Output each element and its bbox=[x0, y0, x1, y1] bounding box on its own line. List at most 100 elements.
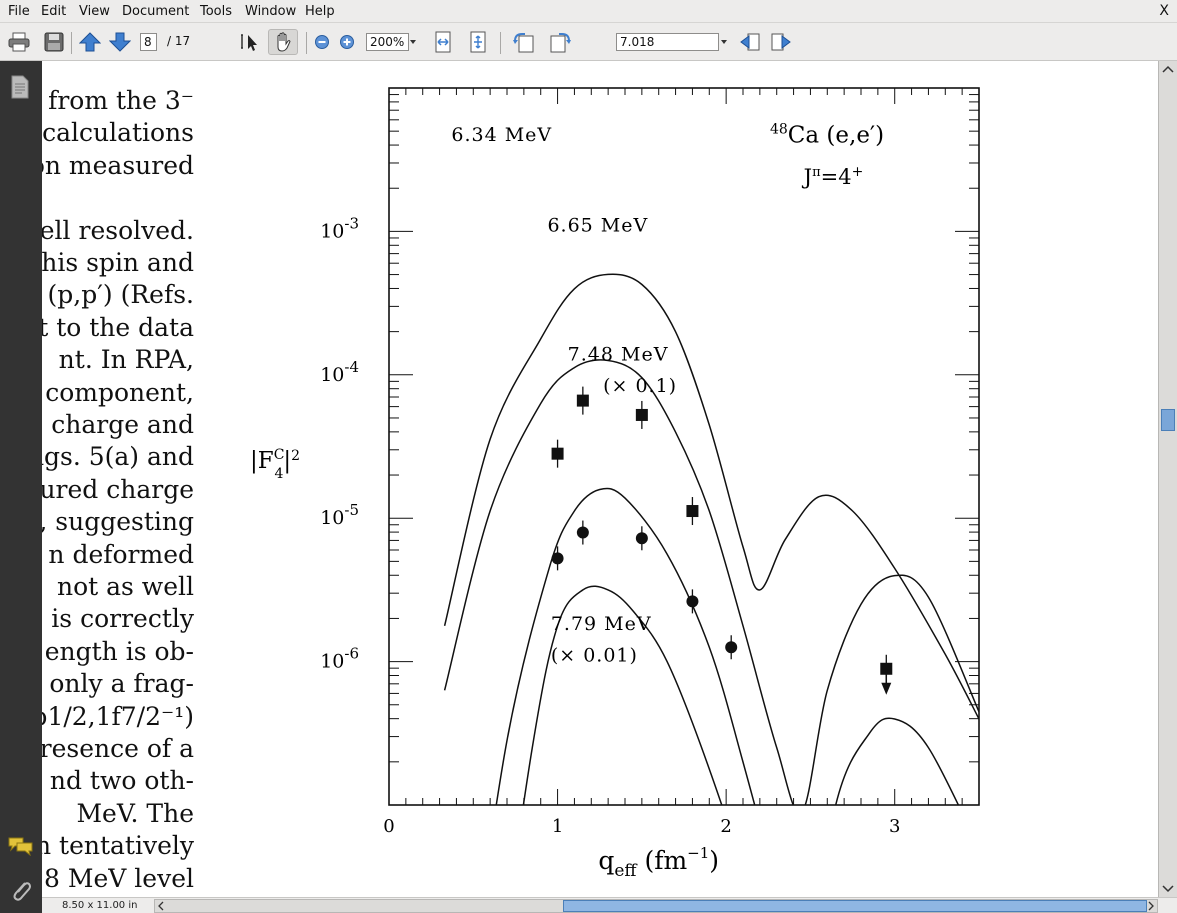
find-next-button[interactable] bbox=[768, 29, 794, 55]
upper-limit-arrowhead bbox=[881, 682, 892, 695]
save-button[interactable] bbox=[41, 29, 67, 55]
menu-view[interactable]: View bbox=[79, 4, 110, 19]
select-text-tool-button[interactable] bbox=[236, 29, 262, 55]
curve-series-2 bbox=[443, 359, 979, 805]
print-button[interactable] bbox=[6, 29, 32, 55]
document-page-view[interactable]: from the 3⁻ calculations on measured ell re… bbox=[42, 61, 1158, 897]
close-document-button[interactable]: X bbox=[1159, 3, 1169, 19]
data-point-circle bbox=[686, 595, 699, 608]
page-text-line: his spin and bbox=[42, 248, 194, 277]
fit-page-button[interactable] bbox=[465, 29, 491, 55]
figure-subtitle: Jπ=4+ bbox=[802, 164, 864, 189]
curve-label: 7.48 MeV bbox=[568, 343, 669, 365]
x-tick-label: 2 bbox=[720, 816, 731, 837]
floppy-disk-icon bbox=[44, 32, 64, 52]
rotate-left-icon bbox=[513, 33, 534, 53]
menu-file[interactable]: File bbox=[8, 4, 30, 19]
scroll-up-arrow-icon[interactable] bbox=[1159, 63, 1177, 75]
y-tick-label: 10-5 bbox=[320, 501, 359, 529]
page-text-line: is correctly bbox=[51, 604, 194, 634]
toolbar-separator bbox=[71, 32, 72, 54]
curve-series-3 bbox=[495, 487, 960, 805]
curve-series-4 bbox=[522, 585, 723, 805]
scroll-left-arrow-icon[interactable] bbox=[156, 900, 166, 912]
find-next-icon bbox=[771, 33, 791, 51]
arrow-up-icon bbox=[79, 32, 101, 52]
data-point-square bbox=[686, 505, 699, 518]
x-tick-label: 0 bbox=[383, 816, 394, 837]
arrow-down-icon bbox=[109, 32, 131, 52]
attachments-panel-button[interactable] bbox=[10, 878, 32, 906]
find-previous-icon bbox=[740, 33, 760, 51]
menu-window[interactable]: Window bbox=[245, 4, 297, 19]
zoom-level-select[interactable]: 200% bbox=[366, 33, 409, 51]
menu-tools[interactable]: Tools bbox=[200, 4, 233, 19]
curve-label: (× 0.1) bbox=[603, 375, 677, 397]
find-previous-button[interactable] bbox=[737, 29, 763, 55]
comments-panel-button[interactable] bbox=[8, 836, 34, 860]
vertical-scrollbar-thumb[interactable] bbox=[1161, 409, 1175, 431]
page-text-line: MeV. The bbox=[76, 798, 194, 828]
y-tick-label: 10-4 bbox=[320, 358, 359, 386]
x-tick-label: 1 bbox=[552, 816, 563, 837]
hand-tool-button[interactable] bbox=[268, 29, 298, 55]
rotate-right-button[interactable] bbox=[545, 29, 575, 55]
x-tick-label: 3 bbox=[889, 816, 900, 837]
data-point-square bbox=[551, 447, 564, 460]
plot-data-points bbox=[551, 386, 893, 695]
curve-label: 6.34 MeV bbox=[451, 124, 552, 146]
zoom-out-button[interactable] bbox=[311, 29, 333, 55]
plot-axes: 0 1 2 3 10-3 10-4 10-5 10-6 bbox=[320, 87, 980, 837]
vertical-scrollbar[interactable] bbox=[1158, 61, 1177, 897]
find-input[interactable]: 7.018 bbox=[616, 33, 719, 51]
fit-page-icon bbox=[470, 31, 486, 53]
y-axis-label: |FC 4|2 bbox=[250, 447, 300, 482]
page-text-line: from the 3⁻ bbox=[48, 86, 194, 115]
rotate-left-button[interactable] bbox=[509, 29, 539, 55]
navigation-sidebar bbox=[0, 61, 42, 913]
text-cursor-arrow-icon bbox=[241, 34, 257, 51]
fit-width-icon bbox=[435, 31, 451, 53]
fit-width-button[interactable] bbox=[430, 29, 456, 55]
scroll-down-arrow-icon[interactable] bbox=[1159, 883, 1177, 895]
data-point-square bbox=[576, 394, 589, 407]
page-text-line: n deformed bbox=[48, 539, 194, 569]
menu-edit[interactable]: Edit bbox=[41, 4, 67, 19]
next-page-button[interactable] bbox=[107, 29, 133, 55]
plot-labels: 6.34 MeV 6.65 MeV 7.48 MeV (× 0.1) 7.79 MeV (… bbox=[250, 121, 884, 881]
previous-page-button[interactable] bbox=[77, 29, 103, 55]
page-number-input[interactable]: 8 bbox=[140, 33, 157, 51]
toolbar-separator bbox=[306, 32, 307, 54]
page-text-line: charge and bbox=[51, 410, 194, 439]
page-text-line: , suggesting bbox=[42, 507, 194, 537]
y-tick-label: 10-6 bbox=[320, 645, 359, 673]
zoom-in-button[interactable] bbox=[336, 29, 358, 55]
scroll-right-arrow-icon[interactable] bbox=[1146, 900, 1156, 912]
find-dropdown-arrow-icon[interactable] bbox=[721, 40, 727, 44]
page-text-line: nt. In RPA, bbox=[58, 345, 194, 375]
zoom-out-icon bbox=[315, 35, 329, 49]
page-text-line: 2p1/2,1f7/2⁻¹) bbox=[42, 701, 194, 731]
menubar: File Edit View Document Tools Window Hel… bbox=[0, 0, 1177, 23]
horizontal-scrollbar[interactable] bbox=[154, 899, 1158, 913]
data-point-circle bbox=[551, 552, 564, 565]
menu-help[interactable]: Help bbox=[305, 4, 335, 19]
curve-label: 7.79 MeV bbox=[551, 613, 652, 635]
printer-icon bbox=[8, 32, 30, 52]
page-text-line: only a frag- bbox=[49, 669, 194, 699]
toolbar: 8 / 17 200% 7.018 bbox=[0, 23, 1177, 61]
y-tick-label: 10-3 bbox=[320, 214, 359, 242]
page-text-line: igs. 5(a) and bbox=[42, 442, 194, 472]
rotate-right-icon bbox=[550, 33, 571, 53]
hand-icon bbox=[277, 32, 291, 52]
page-text-line: 8 MeV level bbox=[44, 863, 194, 893]
page-text-line: nd two oth- bbox=[49, 766, 194, 796]
page-text-line: ength is ob- bbox=[44, 636, 194, 666]
x-axis-label: qeff (fm−1) bbox=[598, 844, 719, 881]
menu-document[interactable]: Document bbox=[122, 4, 190, 19]
zoom-dropdown-arrow-icon[interactable] bbox=[410, 40, 416, 44]
pages-panel-button[interactable] bbox=[9, 75, 31, 103]
horizontal-scrollbar-thumb[interactable] bbox=[563, 900, 1147, 912]
data-point-circle bbox=[725, 641, 738, 654]
